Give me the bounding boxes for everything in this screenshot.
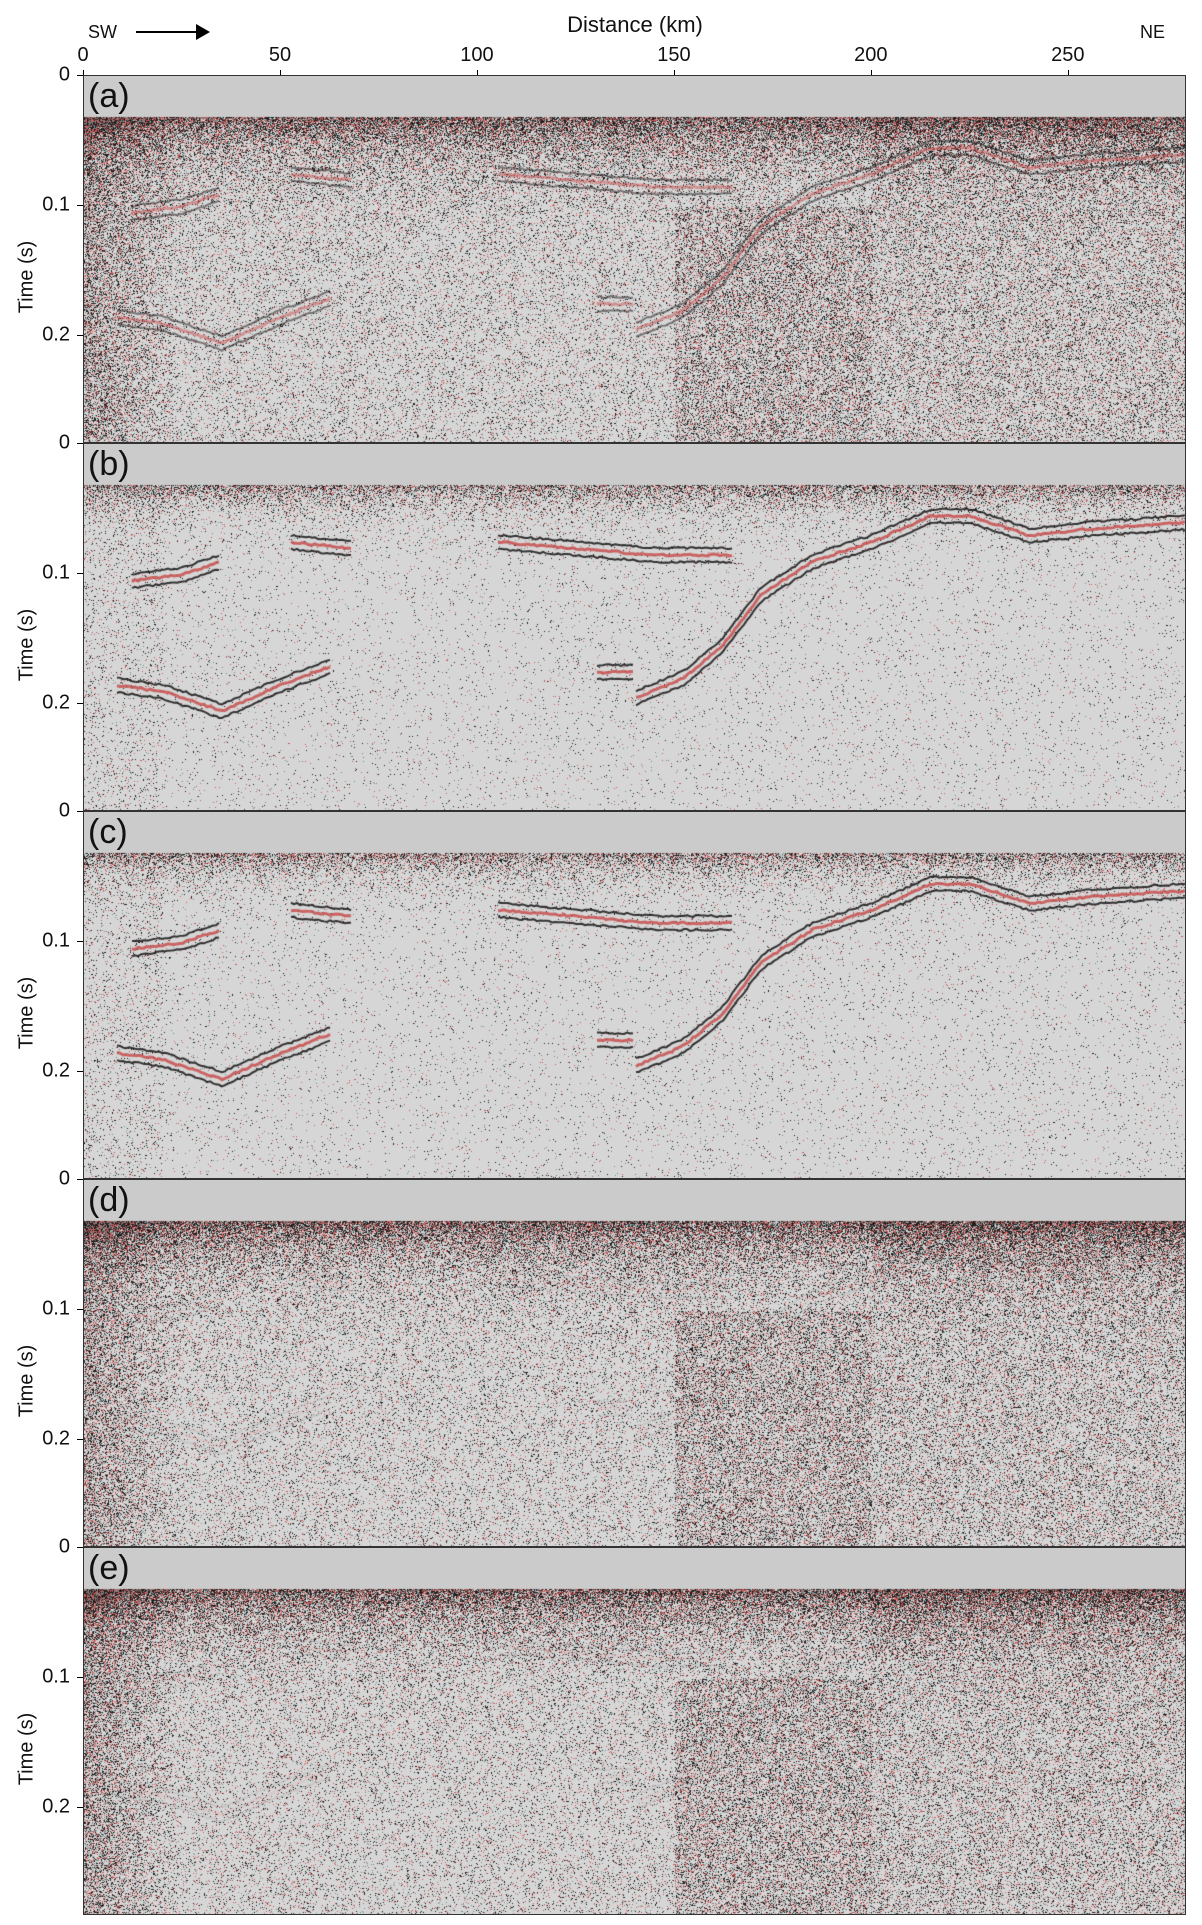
- y-tick-mark: [77, 1677, 83, 1679]
- seismic-panel: (e): [83, 1547, 1186, 1915]
- x-tick-mark: [1067, 70, 1069, 76]
- y-tick-label: 0.1: [42, 1665, 70, 1688]
- seismic-image: [84, 76, 1185, 442]
- y-tick-mark: [77, 75, 83, 76]
- y-tick-mark: [77, 573, 83, 575]
- y-tick-label: 0.2: [42, 323, 70, 346]
- y-tick-label: 0.2: [42, 1427, 70, 1450]
- panel-label: (a): [88, 77, 130, 115]
- x-tick-mark: [279, 70, 281, 76]
- seismic-image: [84, 444, 1185, 810]
- y-tick-label: 0: [58, 1167, 70, 1190]
- y-tick-mark: [77, 1547, 83, 1548]
- seismic-image: [84, 1548, 1185, 1914]
- y-tick-label: 0: [58, 1535, 70, 1558]
- seismic-panel: (c): [83, 811, 1186, 1179]
- y-tick-label: 0.1: [42, 561, 70, 584]
- y-tick-label: 0.2: [42, 1795, 70, 1818]
- seismic-panel: (b): [83, 443, 1186, 811]
- x-tick-label: 0: [77, 44, 89, 66]
- x-tick-mark: [83, 70, 84, 76]
- y-tick-mark: [77, 205, 83, 207]
- y-tick-label: 0: [58, 63, 70, 86]
- seismic-panel: (d): [83, 1179, 1186, 1547]
- y-axis-label: Time (s): [15, 1713, 38, 1786]
- y-axis-label: Time (s): [15, 241, 38, 314]
- y-tick-label: 0.1: [42, 1297, 70, 1320]
- direction-sw: SW: [88, 22, 117, 42]
- seismic-image: [84, 1180, 1185, 1546]
- y-tick-mark: [77, 1439, 83, 1441]
- x-tick-label: 50: [268, 44, 292, 66]
- y-axis-label: Time (s): [15, 977, 38, 1050]
- y-tick-mark: [77, 811, 83, 812]
- seismic-panel: (a): [83, 75, 1186, 443]
- seismic-image: [84, 812, 1185, 1178]
- x-tick-mark: [870, 70, 872, 76]
- y-tick-mark: [77, 941, 83, 943]
- x-tick-label: 150: [657, 44, 691, 66]
- direction-ne: NE: [1140, 22, 1166, 42]
- y-tick-label: 0.2: [42, 691, 70, 714]
- x-tick-label: 100: [460, 44, 494, 66]
- x-tick-mark: [476, 70, 478, 76]
- x-axis-label: Distance (km): [567, 12, 703, 37]
- x-tick-label: 200: [854, 44, 888, 66]
- y-tick-label: 0: [58, 431, 70, 454]
- y-tick-mark: [77, 443, 83, 444]
- x-tick-mark: [673, 70, 675, 76]
- panel-label: (e): [88, 1549, 130, 1587]
- y-tick-mark: [77, 1071, 83, 1073]
- x-tick-label: 250: [1051, 44, 1085, 66]
- y-tick-mark: [77, 1807, 83, 1809]
- panel-label: (d): [88, 1181, 130, 1219]
- y-tick-mark: [77, 703, 83, 705]
- panel-label: (b): [88, 445, 130, 483]
- y-axis-label: Time (s): [15, 609, 38, 682]
- y-tick-mark: [77, 335, 83, 337]
- y-tick-mark: [77, 1179, 83, 1180]
- y-tick-label: 0.1: [42, 193, 70, 216]
- y-tick-mark: [77, 1309, 83, 1311]
- direction-arrow-icon: [136, 24, 210, 40]
- y-tick-label: 0: [58, 799, 70, 822]
- panel-label: (c): [88, 813, 128, 851]
- y-tick-label: 0.1: [42, 929, 70, 952]
- y-axis-label: Time (s): [15, 1345, 38, 1418]
- y-tick-label: 0.2: [42, 1059, 70, 1082]
